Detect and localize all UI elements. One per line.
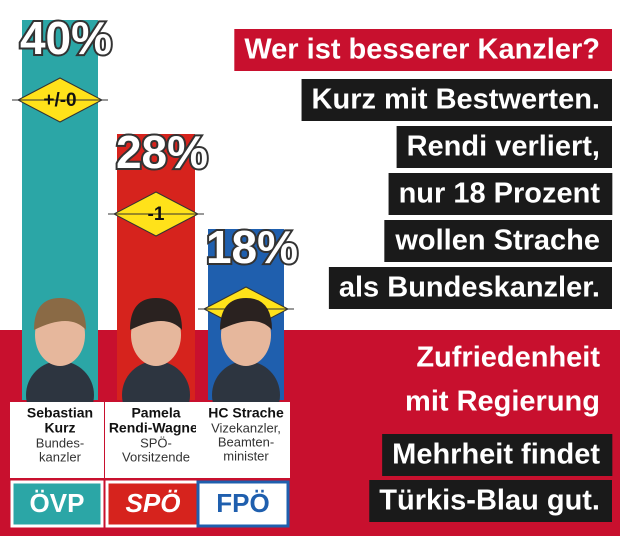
- person-name: HC Strache: [208, 405, 284, 421]
- value-label: 18%: [206, 221, 298, 273]
- person-role: Beamten-: [218, 434, 274, 449]
- name-box: [105, 402, 201, 478]
- party-name: FPÖ: [216, 488, 269, 518]
- headline-line: als Bundeskanzler.: [339, 272, 600, 304]
- headline-line: Kurz mit Bestwerten.: [312, 84, 600, 116]
- portrait-hair: [34, 298, 86, 330]
- person-name: Sebastian: [27, 405, 93, 421]
- person-role: kanzler: [39, 449, 82, 464]
- headline-line-box: [388, 173, 613, 215]
- change-label: +/-0: [43, 90, 76, 111]
- name-box: [10, 402, 104, 478]
- subhead-line: Mehrheit findet: [392, 439, 600, 471]
- headline-line-box: [301, 79, 612, 121]
- subhead-line-box: [369, 480, 612, 522]
- subhead-line-box: [382, 434, 613, 476]
- portrait-hair: [220, 298, 272, 330]
- person-role: Bundes-: [36, 435, 84, 450]
- headlines: Wer ist besserer Kanzler? Kurz mit Bestwe…: [234, 29, 613, 522]
- headline-title: Wer ist besserer Kanzler?: [244, 34, 600, 66]
- party-logo: [196, 480, 290, 528]
- person-name: Pamela: [131, 405, 180, 421]
- party-logo: [105, 480, 201, 528]
- headline-line: wollen Strache: [394, 225, 600, 257]
- headline-line: nur 18 Prozent: [399, 178, 601, 210]
- subhead-title: mit Regierung: [405, 386, 600, 418]
- party-name: ÖVP: [30, 488, 85, 518]
- portrait-hair: [130, 298, 182, 330]
- value-label: 40%: [20, 12, 112, 64]
- value-label: 28%: [116, 126, 208, 178]
- headline-line-box: [384, 220, 612, 262]
- subhead-title: Zufriedenheit: [416, 342, 600, 374]
- person-role: minister: [223, 448, 269, 463]
- headline-title-box: [234, 29, 612, 71]
- headline-line: Rendi verliert,: [407, 131, 600, 163]
- party-logo: [10, 480, 104, 528]
- name-box: [196, 402, 290, 478]
- change-label: -1: [148, 204, 165, 225]
- headline-line-box: [328, 267, 612, 309]
- person-name: Rendi-Wagner: [109, 420, 204, 436]
- person-role: Vorsitzende: [122, 449, 190, 464]
- person-role: Vizekanzler,: [211, 420, 281, 435]
- person-role: SPÖ-: [140, 435, 172, 450]
- person-name: Kurz: [44, 420, 75, 436]
- party-name: SPÖ: [126, 488, 181, 518]
- headline-line-box: [396, 126, 612, 168]
- subhead-line: Türkis-Blau gut.: [379, 485, 600, 517]
